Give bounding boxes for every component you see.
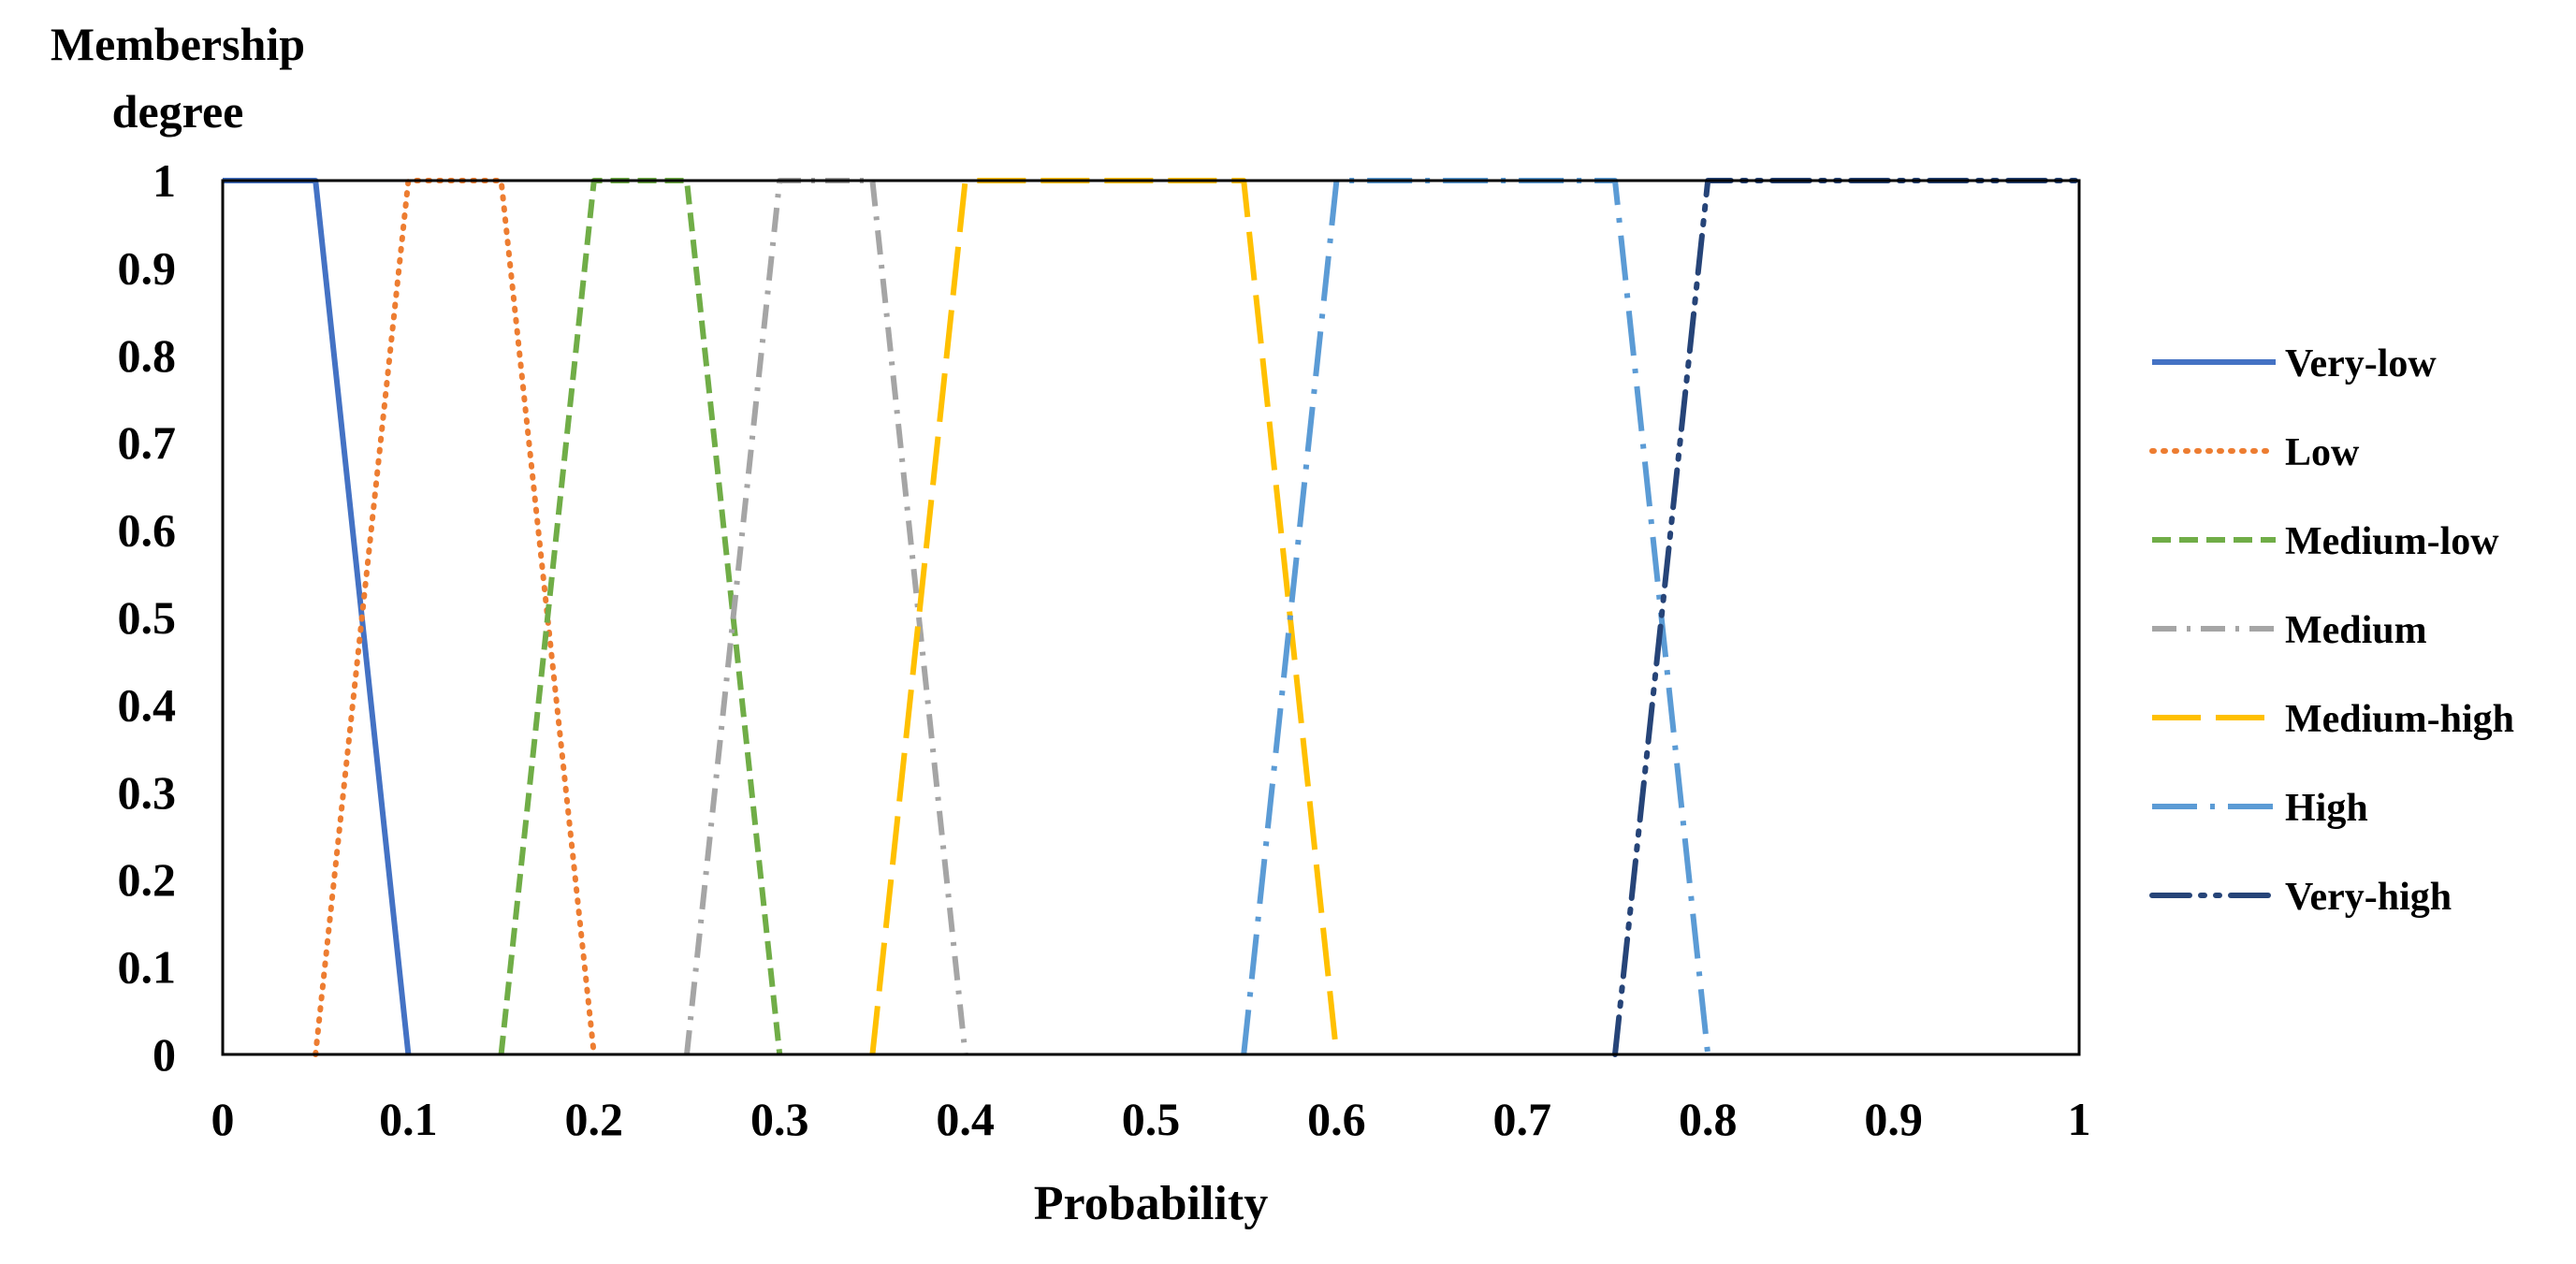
plot-area-frame (221, 179, 2081, 1056)
series-line-low (313, 178, 597, 1057)
y-tick-label: 0.8 (118, 329, 177, 382)
y-tick-label: 0.4 (118, 678, 177, 731)
x-tick-label: 0.8 (1679, 1093, 1738, 1145)
y-tick-label: 0.2 (118, 853, 177, 906)
series-line-medium-low (498, 178, 783, 1055)
y-tick-label: 0 (153, 1028, 176, 1081)
legend-label: Very-high (2285, 876, 2452, 919)
x-axis-ticks: 0 0.1 0.2 0.3 0.4 0.5 0.6 0.7 0.8 0.9 1 (211, 1093, 2091, 1145)
legend-label: Medium-low (2285, 520, 2499, 563)
legend-item: Low (2149, 431, 2360, 474)
series-lines (223, 178, 2082, 1057)
legend-item: Medium-high (2152, 698, 2514, 741)
x-tick-label: 0.4 (936, 1093, 995, 1145)
x-tick-label: 0.9 (1864, 1093, 1923, 1145)
x-tick-label: 0.7 (1493, 1093, 1552, 1145)
y-tick-label: 0.7 (118, 416, 177, 469)
series-line-very-high (1612, 178, 2082, 1057)
y-tick-label: 0.6 (118, 504, 177, 557)
legend-item: Medium (2152, 609, 2427, 652)
y-axis-ticks: 0 0.1 0.2 0.3 0.4 0.5 0.6 0.7 0.8 0.9 1 (118, 154, 177, 1081)
y-axis-label-line-1: Membership (51, 18, 305, 70)
series-line-very-low (223, 178, 412, 1055)
x-tick-label: 1 (2068, 1093, 2091, 1145)
legend-item: Very-low (2152, 342, 2437, 385)
legend-label: Medium-high (2285, 698, 2514, 741)
legend: Very-low Low Medium-low Medium Medium-high Hi… (2149, 342, 2514, 919)
x-tick-label: 0.6 (1307, 1093, 1366, 1145)
y-tick-label: 0.3 (118, 766, 177, 819)
y-tick-label: 0.1 (118, 941, 177, 994)
x-tick-label: 0.5 (1122, 1093, 1181, 1145)
x-axis-label: Probability (1034, 1177, 1268, 1230)
legend-item: Very-high (2149, 876, 2452, 919)
y-tick-label: 0.9 (118, 241, 177, 294)
y-tick-label: 1 (153, 154, 176, 207)
x-tick-label: 0.1 (379, 1093, 438, 1145)
series-line-medium (684, 178, 968, 1055)
x-tick-label: 0.2 (565, 1093, 624, 1145)
x-tick-label: 0 (211, 1093, 235, 1145)
legend-label: Very-low (2285, 342, 2437, 385)
y-axis-label-line-2: degree (112, 85, 244, 138)
legend-label: High (2285, 787, 2368, 830)
legend-item: High (2152, 787, 2368, 830)
legend-item: Medium-low (2152, 520, 2499, 563)
series-line-medium-high (869, 178, 1340, 1055)
x-tick-label: 0.3 (750, 1093, 809, 1145)
series-line-high (1241, 178, 1711, 1055)
legend-label: Low (2285, 431, 2360, 474)
legend-label: Medium (2285, 609, 2427, 652)
y-tick-label: 0.5 (118, 591, 177, 644)
